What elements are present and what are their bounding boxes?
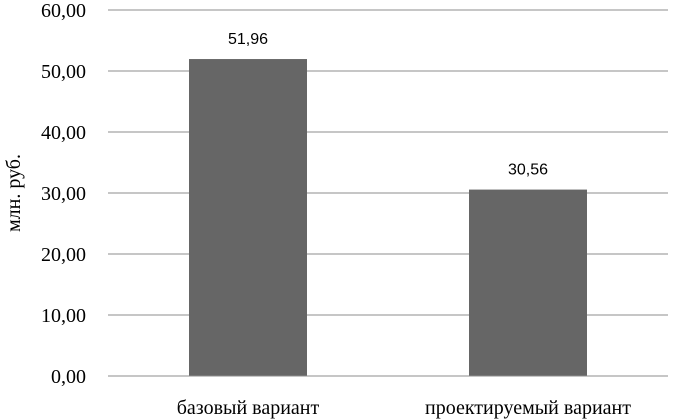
y-tick-label: 50,00 — [41, 61, 86, 83]
y-tick-label: 40,00 — [41, 122, 86, 144]
category-label: базовый вариант — [177, 397, 320, 419]
data-label: 51,96 — [228, 31, 268, 48]
bar — [189, 59, 307, 376]
data-label: 30,56 — [508, 162, 548, 179]
category-label: проектируемый вариант — [425, 397, 631, 419]
y-tick-label: 60,00 — [41, 0, 86, 22]
y-axis-label: млн. руб. — [3, 154, 25, 232]
y-tick-label: 30,00 — [41, 183, 86, 205]
y-tick-label: 0,00 — [51, 366, 86, 388]
category-labels: базовый вариант проектируемый вариант — [177, 397, 631, 419]
y-tick-label: 20,00 — [41, 244, 86, 266]
bar — [469, 189, 587, 376]
y-tick-label: 10,00 — [41, 305, 86, 327]
bars — [189, 59, 587, 376]
data-labels: 51,96 30,56 — [228, 31, 548, 179]
y-tick-labels: 0,00 10,00 20,00 30,00 40,00 50,00 60,00 — [41, 0, 86, 388]
